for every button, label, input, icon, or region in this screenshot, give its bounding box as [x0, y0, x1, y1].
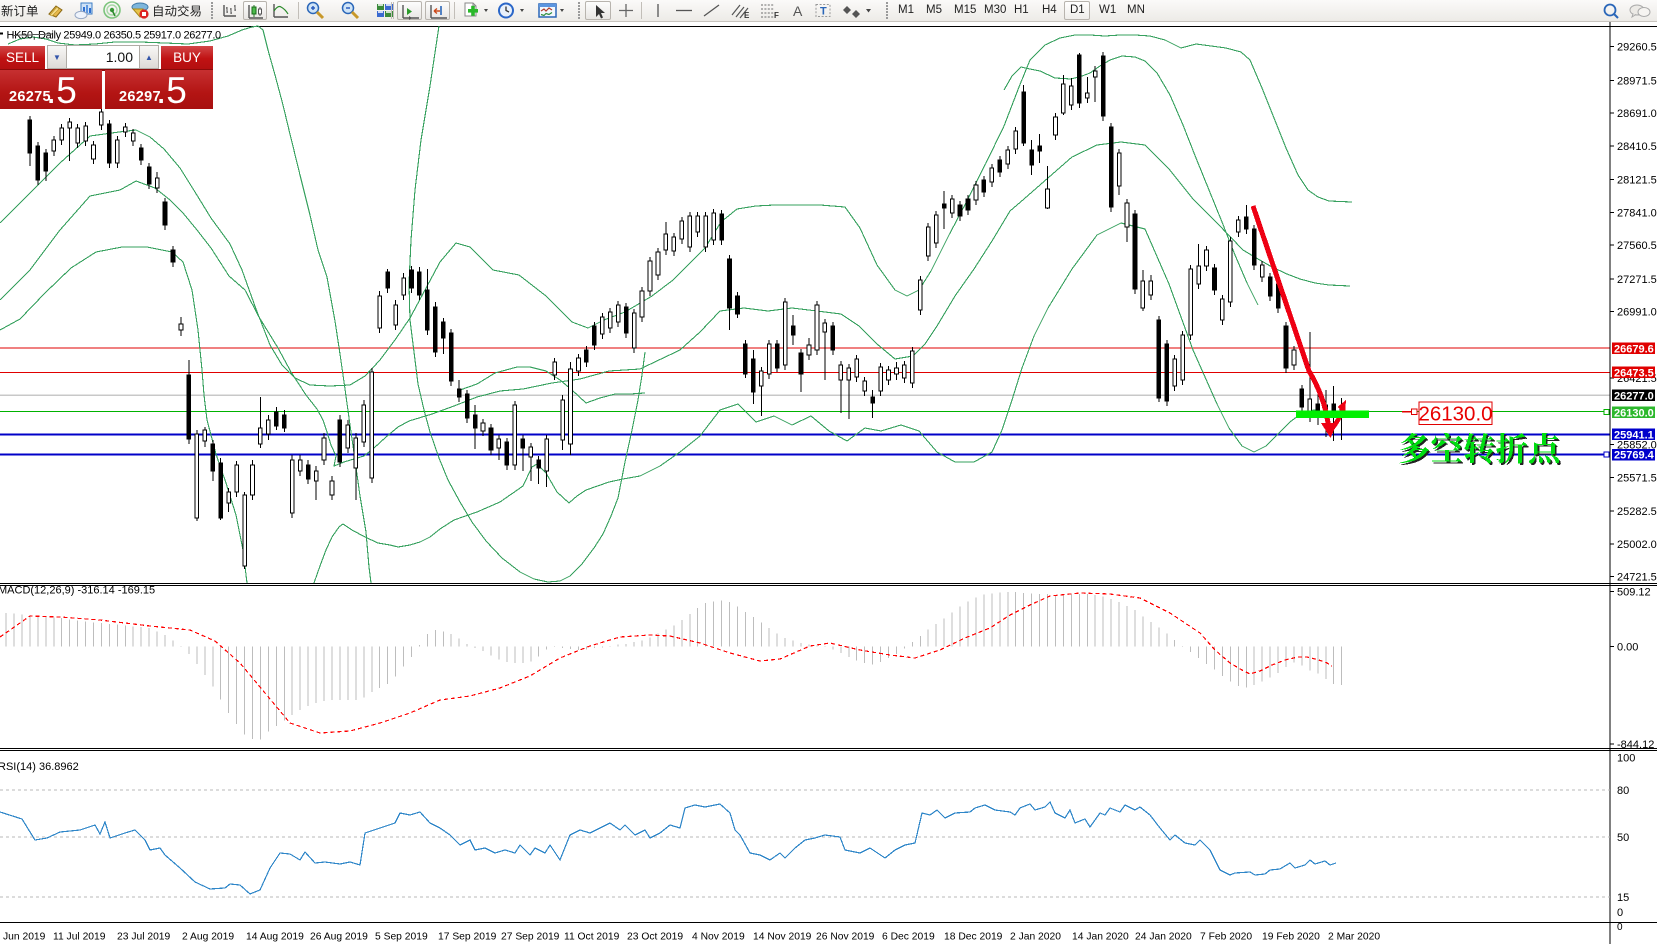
svg-text:14 Nov 2019: 14 Nov 2019	[753, 932, 812, 943]
svg-text:F: F	[774, 11, 779, 20]
svg-text:19 Feb 2020: 19 Feb 2020	[1262, 932, 1320, 943]
svg-text:29260.5: 29260.5	[1617, 42, 1657, 54]
svg-text:26473.5: 26473.5	[1614, 367, 1654, 379]
svg-text:Jun 2019: Jun 2019	[3, 932, 46, 943]
svg-text:100: 100	[1617, 753, 1635, 765]
svg-text:26 Aug 2019: 26 Aug 2019	[310, 932, 368, 943]
svg-text:25852.0: 25852.0	[1617, 440, 1657, 452]
svg-text:80: 80	[1617, 785, 1629, 797]
svg-text:5 Sep 2019: 5 Sep 2019	[375, 932, 428, 943]
svg-text:24721.5: 24721.5	[1617, 572, 1657, 584]
svg-text:18 Dec 2019: 18 Dec 2019	[944, 932, 1003, 943]
svg-text:HK50, Daily 25949.0 26350.5 2: HK50, Daily 25949.0 26350.5 25917.0 2627…	[7, 30, 222, 42]
svg-text:RSI(14) 36.8962: RSI(14) 36.8962	[0, 761, 79, 773]
svg-text:28971.5: 28971.5	[1617, 75, 1657, 87]
svg-text:28121.5: 28121.5	[1617, 175, 1657, 187]
svg-text:0: 0	[1617, 922, 1623, 933]
svg-text:27271.5: 27271.5	[1617, 274, 1657, 286]
svg-text:11 Oct 2019: 11 Oct 2019	[564, 932, 620, 943]
svg-text:A: A	[793, 3, 803, 19]
svg-text:E: E	[744, 11, 750, 20]
svg-text:0: 0	[1617, 907, 1623, 919]
svg-text:26 Nov 2019: 26 Nov 2019	[816, 932, 875, 943]
svg-text:14 Jan 2020: 14 Jan 2020	[1072, 932, 1129, 943]
svg-text:25769.4: 25769.4	[1614, 450, 1655, 462]
svg-text:26277.0: 26277.0	[1614, 390, 1654, 402]
svg-text:509.12: 509.12	[1617, 587, 1651, 599]
svg-text:T: T	[820, 6, 827, 18]
svg-text:2 Jan 2020: 2 Jan 2020	[1010, 932, 1061, 943]
svg-text:26679.6: 26679.6	[1614, 343, 1654, 355]
svg-text:-844.12: -844.12	[1617, 739, 1654, 751]
svg-text:26130.0: 26130.0	[1614, 408, 1654, 420]
svg-text:26130.0: 26130.0	[1418, 403, 1492, 426]
svg-text:28691.0: 28691.0	[1617, 108, 1657, 120]
svg-text:24 Jan 2020: 24 Jan 2020	[1135, 932, 1192, 943]
svg-text:27 Sep 2019: 27 Sep 2019	[501, 932, 560, 943]
svg-text:2 Aug 2019: 2 Aug 2019	[182, 932, 234, 943]
svg-text:2 Mar 2020: 2 Mar 2020	[1328, 932, 1380, 943]
svg-text:23 Jul 2019: 23 Jul 2019	[117, 932, 171, 943]
svg-text:27560.5: 27560.5	[1617, 240, 1657, 252]
svg-text:6 Dec 2019: 6 Dec 2019	[882, 932, 935, 943]
svg-text:50: 50	[1617, 832, 1629, 844]
svg-text:0.00: 0.00	[1617, 642, 1638, 654]
svg-text:25002.0: 25002.0	[1617, 539, 1657, 551]
svg-text:23 Oct 2019: 23 Oct 2019	[627, 932, 683, 943]
svg-text:14 Aug 2019: 14 Aug 2019	[246, 932, 304, 943]
svg-text:11 Jul 2019: 11 Jul 2019	[53, 932, 106, 943]
svg-text:28410.5: 28410.5	[1617, 141, 1657, 153]
svg-text:27841.0: 27841.0	[1617, 207, 1657, 219]
svg-text:26991.0: 26991.0	[1617, 307, 1657, 319]
svg-text:MACD(12,26,9) -316.14 -169.15: MACD(12,26,9) -316.14 -169.15	[0, 585, 155, 597]
svg-text:7 Feb 2020: 7 Feb 2020	[1200, 932, 1252, 943]
svg-text:25941.1: 25941.1	[1614, 430, 1654, 442]
svg-text:15: 15	[1617, 892, 1629, 904]
svg-text:17 Sep 2019: 17 Sep 2019	[438, 932, 497, 943]
svg-text:25571.5: 25571.5	[1617, 472, 1657, 484]
svg-text:4 Nov 2019: 4 Nov 2019	[692, 932, 745, 943]
svg-text:25282.5: 25282.5	[1617, 506, 1657, 518]
